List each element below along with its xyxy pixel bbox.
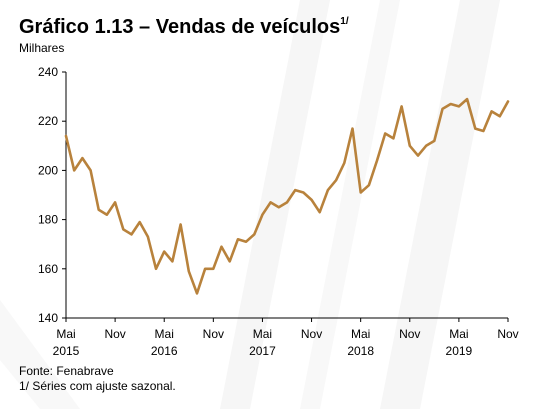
data-point (319, 211, 321, 213)
data-point (139, 221, 141, 223)
series-lines (64, 97, 510, 295)
data-point (220, 246, 223, 248)
data-point (433, 140, 435, 142)
x-tick-label: Mai (351, 327, 370, 341)
data-point (360, 191, 362, 194)
data-point (253, 233, 255, 235)
data-point (81, 157, 83, 159)
x-tick-label: Nov (301, 327, 322, 341)
data-point (237, 238, 239, 240)
x-year-label: 2017 (249, 344, 276, 358)
data-point (491, 110, 493, 112)
x-tick-label: Mai (56, 327, 75, 341)
data-point (401, 105, 403, 107)
data-point (180, 223, 182, 226)
data-point (114, 201, 116, 203)
data-point (155, 268, 157, 270)
data-point (90, 169, 92, 171)
data-point (474, 128, 476, 130)
x-year-label: 2016 (151, 344, 178, 358)
unit-label: Milhares (19, 41, 65, 55)
data-point (261, 214, 263, 216)
data-point (335, 179, 337, 181)
data-point (409, 145, 411, 147)
data-point (204, 268, 206, 270)
x-axis-labels: Mai 2015 Nov Mai 2016 Nov Mai 2017 Nov Mai 2018 Nov… (53, 327, 519, 358)
x-tick-label: Mai (155, 327, 174, 341)
x-tick-label: Nov (497, 327, 518, 341)
data-point (417, 155, 419, 157)
data-point (343, 162, 345, 164)
data-point (270, 201, 272, 203)
data-point (327, 189, 329, 191)
data-point (311, 199, 313, 201)
x-year-label: 2015 (53, 344, 80, 358)
footnote: 1/ Séries com ajuste sazonal. (19, 379, 176, 393)
data-point (212, 268, 214, 270)
data-point (98, 209, 100, 211)
series-line (64, 97, 510, 295)
data-point (122, 228, 124, 230)
data-point (368, 184, 370, 186)
data-point (441, 108, 444, 110)
title-footnote-marker: 1/ (340, 16, 349, 27)
data-point (376, 160, 378, 162)
x-tick-label: Nov (399, 327, 420, 341)
y-tick-label: 160 (38, 262, 58, 276)
x-tick-label: Mai (449, 327, 468, 341)
data-point (392, 137, 394, 139)
data-point (458, 105, 460, 107)
data-point (482, 130, 484, 132)
x-tick-label: Nov (104, 327, 125, 341)
data-point (171, 260, 173, 262)
data-point (499, 115, 501, 117)
y-axis-labels: 140 160 180 200 220 240 (38, 65, 58, 325)
data-point (507, 100, 509, 103)
y-tick-label: 180 (38, 213, 58, 227)
x-tick-label: Nov (203, 327, 224, 341)
data-point (384, 132, 386, 135)
data-point (245, 241, 247, 243)
data-point (466, 98, 468, 100)
data-point (286, 201, 288, 203)
data-point (196, 292, 198, 294)
x-tick-label: Mai (253, 327, 272, 341)
data-point (294, 189, 296, 191)
y-tick-label: 200 (38, 163, 58, 177)
data-point (278, 206, 280, 208)
y-tick-label: 240 (38, 65, 58, 79)
data-point (425, 145, 427, 147)
data-point (73, 169, 75, 171)
chart-axes (62, 71, 509, 322)
data-point (450, 103, 452, 105)
source-note: Fonte: Fenabrave (19, 364, 114, 378)
data-point (130, 233, 133, 235)
data-point (188, 270, 190, 272)
data-point (351, 128, 354, 130)
data-point (229, 260, 231, 262)
chart-title: Gráfico 1.13 – Vendas de veículos1/ (19, 16, 349, 38)
data-point (65, 135, 67, 137)
data-point (302, 191, 304, 194)
data-point (147, 236, 149, 238)
x-year-label: 2018 (347, 344, 374, 358)
x-year-label: 2019 (446, 344, 473, 358)
y-tick-label: 140 (38, 311, 58, 325)
y-tick-label: 220 (38, 114, 58, 128)
data-point (163, 251, 165, 253)
data-point (106, 214, 108, 216)
